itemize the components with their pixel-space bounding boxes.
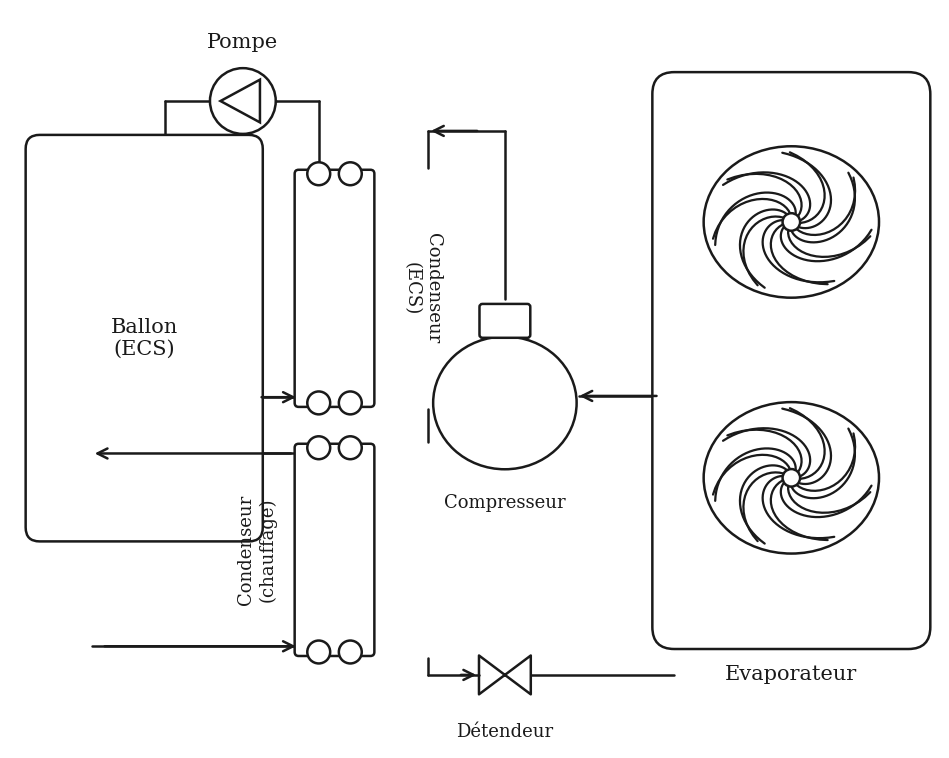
Circle shape	[307, 391, 330, 415]
Circle shape	[339, 162, 362, 185]
Text: Détendeur: Détendeur	[456, 722, 553, 741]
Ellipse shape	[703, 402, 879, 553]
Text: Condenseur
(chauffage): Condenseur (chauffage)	[237, 495, 276, 605]
Circle shape	[307, 437, 330, 459]
Circle shape	[307, 162, 330, 185]
Circle shape	[339, 641, 362, 663]
Circle shape	[210, 68, 276, 134]
FancyBboxPatch shape	[26, 135, 263, 541]
Ellipse shape	[703, 146, 879, 298]
Circle shape	[339, 437, 362, 459]
Text: Pompe: Pompe	[207, 33, 278, 52]
Ellipse shape	[433, 337, 577, 469]
FancyBboxPatch shape	[652, 72, 930, 649]
Circle shape	[783, 213, 800, 230]
Text: Evaporateur: Evaporateur	[725, 665, 858, 684]
Text: Condenseur
(ECS): Condenseur (ECS)	[402, 233, 441, 343]
Circle shape	[783, 469, 800, 487]
Circle shape	[339, 391, 362, 415]
FancyBboxPatch shape	[479, 304, 530, 338]
Circle shape	[307, 641, 330, 663]
FancyBboxPatch shape	[294, 170, 374, 407]
Text: Compresseur: Compresseur	[444, 494, 566, 512]
FancyBboxPatch shape	[294, 443, 374, 656]
Text: Ballon
(ECS): Ballon (ECS)	[111, 318, 177, 359]
Polygon shape	[220, 80, 260, 122]
